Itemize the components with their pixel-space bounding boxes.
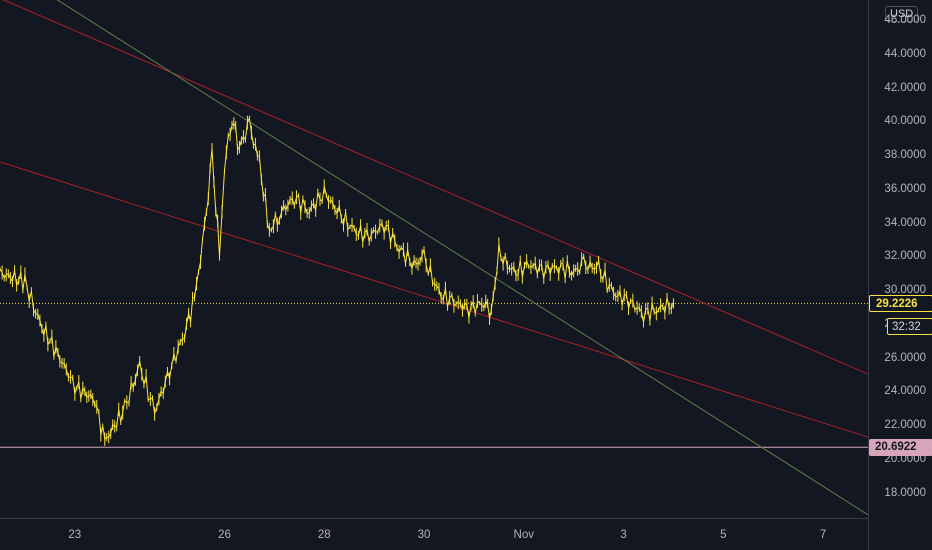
price-tick-label: 24.0000 <box>884 385 926 398</box>
time-tick-label: 23 <box>68 529 82 541</box>
bar-countdown-tag: 32:32 <box>887 318 932 336</box>
trend-line-2 <box>0 161 868 438</box>
price-tick-label: 44.0000 <box>884 47 926 60</box>
support-price-tag: 20.6922 <box>869 439 932 457</box>
time-tick-label: 3 <box>620 529 627 541</box>
time-tick-label: Nov <box>513 529 535 541</box>
time-tick-label: 28 <box>317 529 331 541</box>
currency-label[interactable]: USD <box>885 6 919 22</box>
time-tick-label: 7 <box>819 529 827 541</box>
price-chart-svg[interactable] <box>0 0 868 518</box>
price-tick-label: 22.0000 <box>884 419 926 432</box>
time-tick-label: 5 <box>720 529 727 541</box>
price-tick-label: 36.0000 <box>884 182 926 195</box>
time-axis[interactable]: 23 26 28 30 Nov 3 5 7 <box>0 518 868 550</box>
time-tick-label: 30 <box>417 529 431 541</box>
price-tick-label: 34.0000 <box>884 216 926 229</box>
current-price-tag: 29.2226 <box>869 295 932 313</box>
price-axis[interactable]: USD 46.0000 44.0000 42.0000 40.0000 38.0000 3… <box>868 0 932 550</box>
chart-pane[interactable] <box>0 0 868 518</box>
price-tick-label: 30.0000 <box>884 284 926 297</box>
price-tick-label: 42.0000 <box>884 81 926 94</box>
price-series-line <box>0 116 674 441</box>
time-tick-label: 26 <box>218 529 231 541</box>
price-tick-label: 40.0000 <box>884 115 926 128</box>
price-tick-label: 26.0000 <box>884 351 926 364</box>
price-tick-label: 18.0000 <box>884 486 926 499</box>
price-tick-label: 32.0000 <box>884 250 926 263</box>
trend-line-3 <box>56 0 868 516</box>
price-tick-label: 46.0000 <box>884 14 926 27</box>
price-tick-label: 38.0000 <box>884 149 926 162</box>
trend-line-1 <box>2 0 868 375</box>
